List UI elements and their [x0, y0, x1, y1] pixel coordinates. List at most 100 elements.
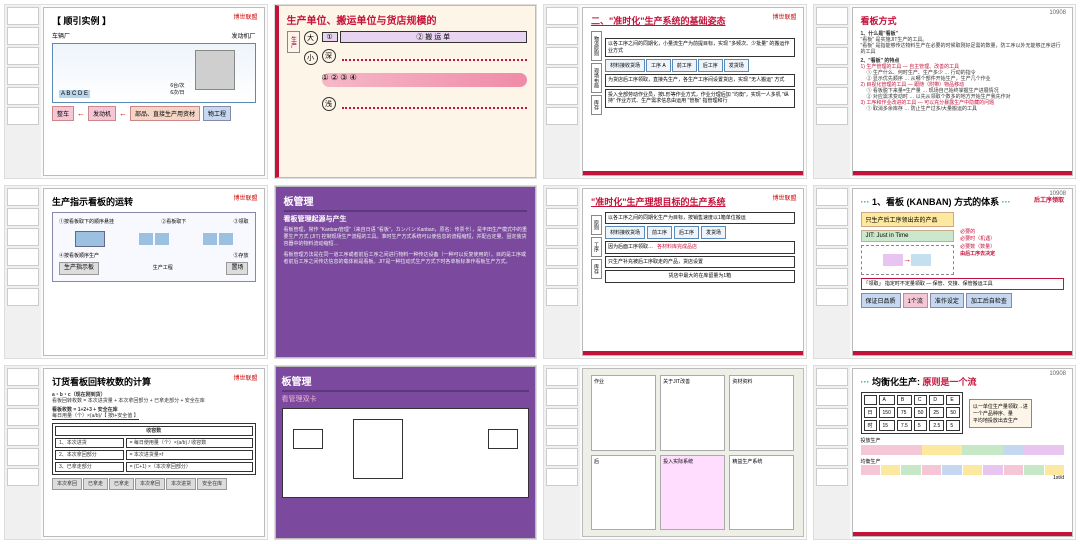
brand-logo: 博世联盟: [233, 373, 257, 382]
thumb[interactable]: [816, 268, 848, 286]
cell-1: 生产单位、搬运单位与货店规模的 生产 大 小 ① ② 搬 运 单 深: [274, 4, 538, 179]
thumb[interactable]: [546, 47, 578, 65]
thumb-rail: [5, 186, 41, 359]
thumb[interactable]: [546, 248, 578, 266]
cell-9: 板管理 看管理双卡 → →: [274, 365, 538, 540]
side-label: 工序: [591, 237, 602, 257]
thumb[interactable]: [546, 228, 578, 246]
thumb[interactable]: [7, 388, 39, 406]
page-number: 10908: [1049, 191, 1066, 197]
slide-title: 板管理: [282, 373, 530, 388]
formula-sub: 每日用量（个）×(a/b)/【 按t+安全值 】: [52, 413, 139, 420]
thumb[interactable]: [7, 448, 39, 466]
info-box: 货店中最大的在库留量为1箱: [605, 270, 795, 283]
thumb[interactable]: [816, 288, 848, 306]
abcde-label: A B C D E: [59, 90, 90, 98]
slide-title: 看板方式: [861, 14, 1065, 27]
slide: 10908 ··· 均衡化生产: 原则是一个流 ABCDE 日150755025…: [852, 368, 1074, 537]
slide-title: ··· 1、看板 (KANBAN) 方式的体系 ··· 后工序领取: [861, 195, 1065, 208]
thumb[interactable]: [816, 107, 848, 125]
thumb[interactable]: [7, 428, 39, 446]
thumb[interactable]: [7, 268, 39, 286]
thumb[interactable]: [546, 388, 578, 406]
slide: 板管理 看板管理起源与产生 看板管理，常作 "Kanban管理"（来自日语 "看…: [275, 186, 537, 359]
thumb[interactable]: [816, 7, 848, 25]
arrow-icon: ←: [77, 109, 85, 118]
thumb[interactable]: [816, 27, 848, 45]
brow: 安全在库: [197, 478, 227, 490]
thumb[interactable]: [816, 388, 848, 406]
brow: 本次拿回: [135, 478, 165, 490]
plant-label: 发动机厂: [231, 31, 255, 40]
thumb[interactable]: [546, 67, 578, 85]
thumb[interactable]: [816, 408, 848, 426]
thumb[interactable]: [816, 87, 848, 105]
thumb[interactable]: [7, 288, 39, 306]
subtitle: 看板管理起源与产生: [284, 214, 528, 224]
tcell: 1、本次进货: [55, 438, 124, 448]
thumb[interactable]: [546, 448, 578, 466]
thumb[interactable]: [7, 228, 39, 246]
thumb[interactable]: [546, 27, 578, 45]
thumb-rail: [544, 5, 580, 178]
thumb[interactable]: [816, 188, 848, 206]
thumb[interactable]: [546, 288, 578, 306]
note: ① 取消多余库存 … 防止生产过多/大量搬运的工具: [867, 106, 1065, 112]
thumb[interactable]: [816, 248, 848, 266]
thumb[interactable]: [546, 408, 578, 426]
thumb[interactable]: [816, 428, 848, 446]
thumb[interactable]: [7, 188, 39, 206]
info-box: 投入全部劳动作业员，按L形等作业方式，作业分理后加 "均衡"，实现一人多机 "纵…: [605, 89, 795, 108]
thumb[interactable]: [546, 468, 578, 486]
thumb[interactable]: [816, 67, 848, 85]
thumb-rail: [814, 366, 850, 539]
cell-11: 10908 ··· 均衡化生产: 原则是一个流 ABCDE 日150755025…: [813, 365, 1077, 540]
brow: 已拿走: [109, 478, 134, 490]
thumb[interactable]: [546, 208, 578, 226]
thumb[interactable]: [7, 208, 39, 226]
thumb[interactable]: [546, 7, 578, 25]
thumb[interactable]: [7, 27, 39, 45]
info-box: 只生产补充被后工序取走的产品，货店设置: [605, 256, 795, 269]
tag: 发动机: [88, 106, 116, 121]
subtitle: 看管理双卡: [282, 394, 530, 404]
flow-node: 材料接收货场: [605, 226, 645, 239]
thumb[interactable]: [546, 107, 578, 125]
thumb[interactable]: [546, 188, 578, 206]
thumb[interactable]: [816, 47, 848, 65]
tcell: 2、本次拿回部分: [55, 450, 124, 460]
circle-label: 浅: [322, 97, 336, 111]
thumb[interactable]: [546, 428, 578, 446]
cell-8: 博世联盟 订货看板回转枚数的计算 a・b・c（现在刚到货） 看板回转枚数 = 本…: [4, 365, 268, 540]
thumb[interactable]: [816, 448, 848, 466]
thumb[interactable]: [7, 87, 39, 105]
thumb[interactable]: [7, 47, 39, 65]
brand-logo: 博世联盟: [233, 193, 257, 202]
panel: 关于JIT改善: [660, 375, 725, 450]
sign-line: 一个产品种序、量: [973, 410, 1028, 417]
cell-4: 博世联盟 生产指示看板的运转 ①按看板取下的顺序悬挂 ②看板取下 ③领取 ④按看…: [4, 185, 268, 360]
thumb[interactable]: [546, 87, 578, 105]
thumb[interactable]: [7, 7, 39, 25]
slide-title: 生产单位、搬运单位与货店规模的: [287, 12, 528, 27]
thumb[interactable]: [546, 268, 578, 286]
slide-title: ··· 均衡化生产: 原则是一个流: [861, 375, 1065, 388]
thumb[interactable]: [816, 228, 848, 246]
thumb[interactable]: [7, 468, 39, 486]
thumb[interactable]: [7, 107, 39, 125]
thumb[interactable]: [546, 368, 578, 386]
thumb[interactable]: [816, 468, 848, 486]
brow: 已拿走: [83, 478, 108, 490]
bbox: 加工后自检查: [966, 293, 1012, 308]
thumb[interactable]: [7, 368, 39, 386]
box-label: 生产指示板: [59, 262, 99, 276]
thumb[interactable]: [816, 208, 848, 226]
slide-title: 订货看板回转枚数的计算: [52, 375, 256, 388]
tcell: = (C+1) ×（本次拿回部分）: [126, 462, 253, 472]
thumb[interactable]: [816, 368, 848, 386]
thumb[interactable]: [7, 248, 39, 266]
sign-line: 平均地投放出去生产: [973, 417, 1028, 424]
thumb[interactable]: [7, 408, 39, 426]
thumb-rail: [814, 186, 850, 359]
thumb[interactable]: [7, 67, 39, 85]
